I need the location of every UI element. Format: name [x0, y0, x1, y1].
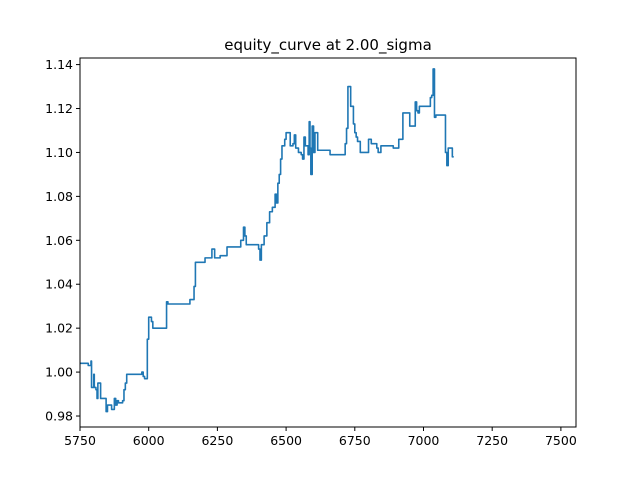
y-tick-label: 1.02	[45, 321, 73, 336]
y-tick-label: 1.00	[45, 365, 73, 380]
x-tick-label: 6000	[133, 433, 165, 448]
x-tick-label: 6750	[339, 433, 371, 448]
x-tick-label: 7500	[545, 433, 577, 448]
y-axis: 0.98 1.00 1.02 1.04 1.06 1.08 1.10 1.12 1.14	[45, 57, 80, 424]
y-tick-label: 1.10	[45, 145, 73, 160]
y-tick-label: 1.04	[45, 277, 73, 292]
plot-frame	[79, 57, 577, 428]
y-tick-label: 0.98	[45, 409, 73, 424]
x-tick-label: 7250	[476, 433, 508, 448]
x-axis: 5750 6000 6250 6500 6750 7000 7250 7500	[64, 427, 577, 448]
x-tick-label: 7000	[408, 433, 440, 448]
x-tick-label: 6500	[270, 433, 302, 448]
series-line-0	[80, 68, 454, 413]
y-tick-label: 1.14	[45, 57, 73, 72]
y-tick-label: 1.12	[45, 101, 73, 116]
x-tick-label: 5750	[64, 433, 96, 448]
y-tick-label: 1.08	[45, 189, 73, 204]
y-tick-label: 1.06	[45, 233, 73, 248]
x-tick-label: 6250	[201, 433, 233, 448]
chart-title: equity_curve at 2.00_sigma	[224, 36, 432, 55]
plot-area	[80, 68, 454, 413]
